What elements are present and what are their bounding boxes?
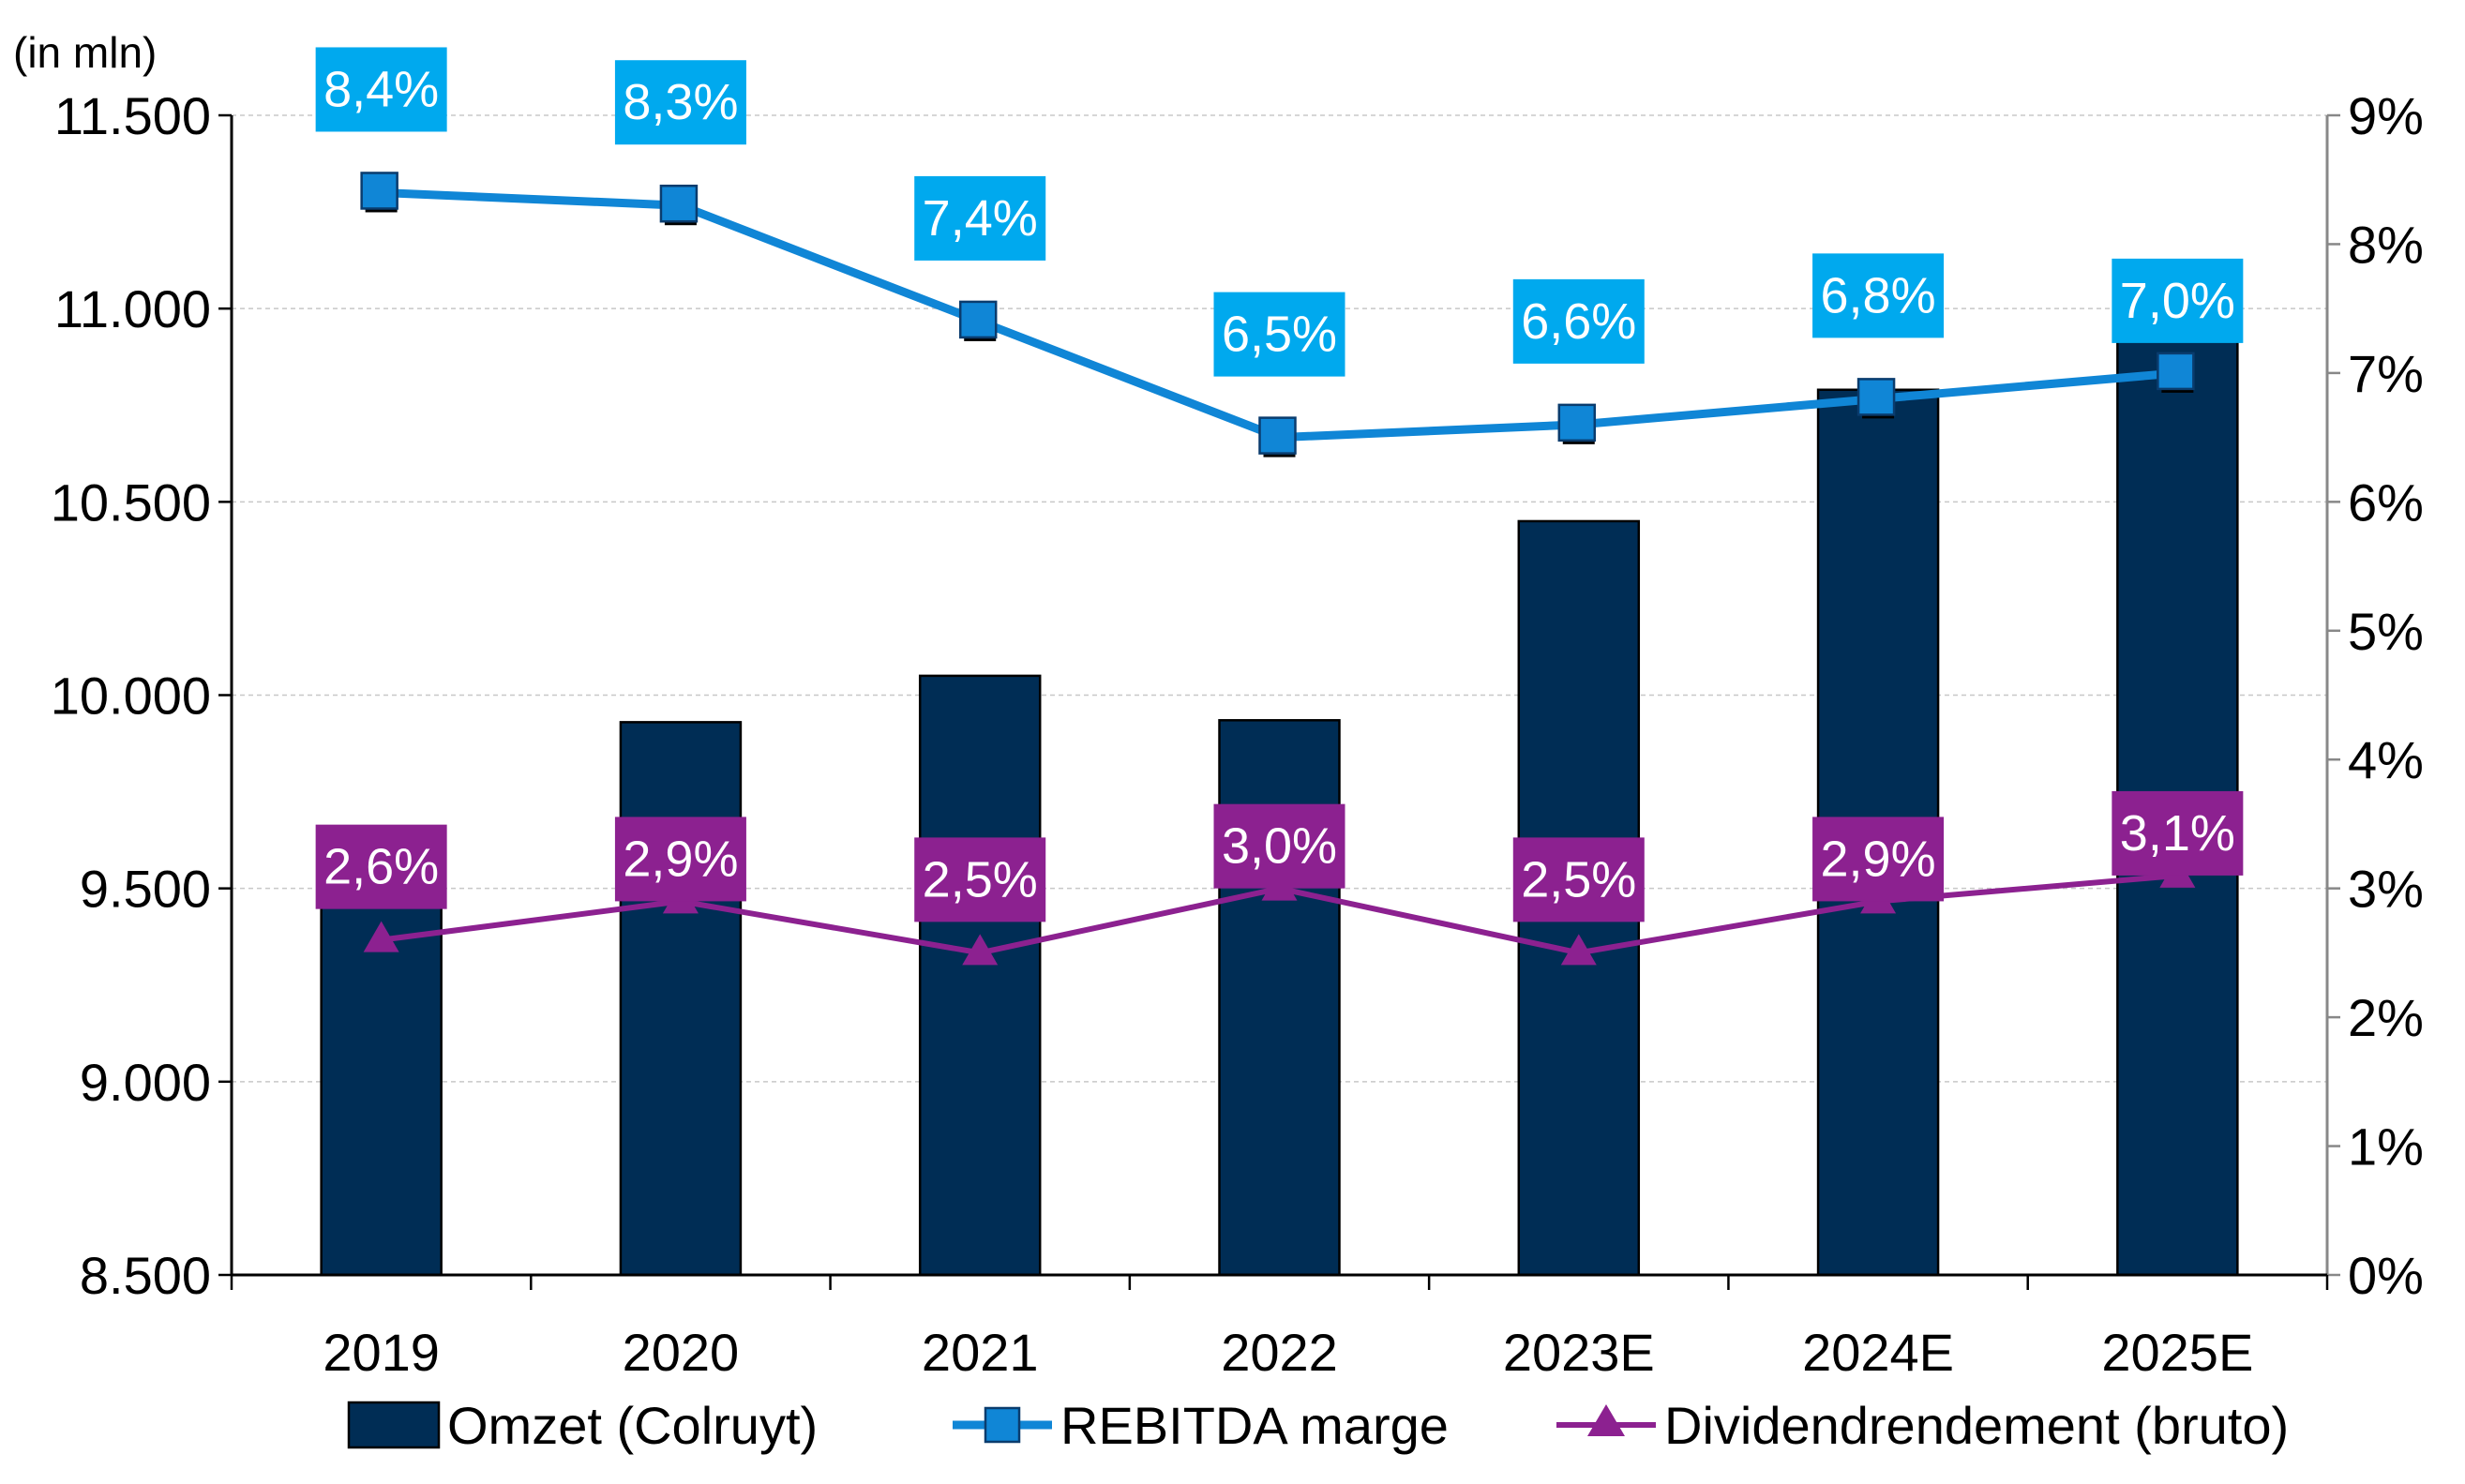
- point-marker: [659, 184, 699, 223]
- unit-label: (in mln): [13, 28, 157, 77]
- data-label: 2,5%: [1521, 851, 1636, 907]
- point-marker: [360, 172, 398, 210]
- point-marker: [363, 921, 399, 952]
- right-tick-label: 7%: [2348, 344, 2424, 403]
- category-label: 2021: [922, 1323, 1039, 1382]
- data-label-box: [914, 175, 1046, 261]
- point-marker: [962, 934, 999, 966]
- data-label: 2,9%: [623, 831, 738, 887]
- left-tick-label: 10.500: [51, 472, 211, 532]
- legend-label: Omzet (Colruyt): [447, 1396, 818, 1455]
- legend-label: REBITDA marge: [1060, 1396, 1449, 1455]
- left-tick-label: 8.500: [80, 1246, 211, 1305]
- bar: [1218, 719, 1341, 1277]
- data-label: 6,8%: [1821, 267, 1936, 323]
- data-label: 6,6%: [1521, 293, 1636, 350]
- data-label: 8,4%: [323, 61, 439, 117]
- bars: [320, 322, 2239, 1277]
- data-label: 3,1%: [2120, 805, 2235, 862]
- right-tick-labels: 0% 1% 2% 3% 4% 5% 6% 7% 8% 9%: [2348, 86, 2424, 1305]
- right-tick-label: 8%: [2348, 215, 2424, 274]
- left-tick-label: 9.000: [80, 1053, 211, 1112]
- data-label-box: [1812, 817, 1945, 902]
- data-label-box: [2112, 258, 2244, 343]
- data-label-box: [614, 817, 746, 902]
- data-label-box: [1213, 292, 1345, 377]
- point-marker: [1856, 378, 1896, 416]
- left-tick-label: 9.500: [80, 860, 211, 919]
- data-label-box: [2112, 790, 2244, 876]
- category-label: 2022: [1221, 1323, 1338, 1382]
- data-label: 2,5%: [923, 851, 1038, 907]
- legend-swatch-marker: [1587, 1404, 1625, 1436]
- right-tick-label: 0%: [2348, 1246, 2424, 1305]
- right-tick-label: 6%: [2348, 472, 2424, 532]
- right-tick-label: 9%: [2348, 86, 2424, 145]
- data-label: 2,9%: [1821, 831, 1936, 887]
- data-label-box: [1512, 837, 1645, 922]
- legend-swatch-bar: [347, 1401, 441, 1449]
- left-tick-labels: 8.500 9.000 9.500 10.000 10.500 11.000 11.500: [51, 86, 211, 1305]
- right-tick-label: 2%: [2348, 988, 2424, 1047]
- data-label: 7,4%: [923, 190, 1038, 247]
- bar: [619, 721, 743, 1277]
- category-label: 2019: [323, 1323, 440, 1382]
- category-label: 2023E: [1503, 1323, 1655, 1382]
- right-tick-label: 4%: [2348, 730, 2424, 789]
- point-marker: [1557, 403, 1597, 442]
- data-label-box: [1213, 803, 1345, 889]
- left-tick-label: 11.000: [54, 279, 211, 338]
- data-label-box: [914, 837, 1046, 922]
- data-label-box: [315, 47, 447, 132]
- data-label-box: [315, 824, 447, 909]
- data-label: 3,0%: [1222, 818, 1337, 875]
- bar: [918, 674, 1042, 1277]
- data-label: 8,3%: [623, 74, 738, 130]
- point-marker: [1560, 934, 1597, 966]
- legend: Omzet (Colruyt) REBITDA marge Dividendrend…: [347, 1396, 2289, 1455]
- data-label-box: [1512, 278, 1645, 364]
- right-tick-label: 5%: [2348, 602, 2424, 661]
- category-label: 2025E: [2101, 1323, 2253, 1382]
- data-label: 2,6%: [323, 839, 439, 895]
- right-tick-label: 3%: [2348, 860, 2424, 919]
- category-labels: 2019 2020 2021 2022 2023E 2024E 2025E: [323, 1323, 2253, 1382]
- legend-swatch-marker: [984, 1406, 1021, 1444]
- axes: [218, 113, 2340, 1290]
- data-label: 7,0%: [2120, 273, 2235, 329]
- point-marker: [2157, 352, 2195, 391]
- legend-label: Dividendrendement (bruto): [1664, 1396, 2289, 1455]
- category-label: 2024E: [1802, 1323, 1954, 1382]
- data-label-box: [614, 60, 746, 145]
- bar: [320, 891, 443, 1277]
- point-marker: [1258, 416, 1297, 455]
- data-label-box: [1812, 253, 1945, 338]
- category-label: 2020: [623, 1323, 740, 1382]
- data-labels: 8,4% 8,3% 7,4% 6,5% 6,6% 6,8% 7,0% 2,6% 2,9% 2,5%…: [315, 47, 2244, 922]
- left-tick-label: 11.500: [54, 86, 211, 145]
- data-label: 6,5%: [1222, 307, 1337, 363]
- point-marker: [958, 300, 998, 339]
- right-tick-label: 1%: [2348, 1117, 2424, 1177]
- left-tick-label: 10.000: [51, 667, 211, 726]
